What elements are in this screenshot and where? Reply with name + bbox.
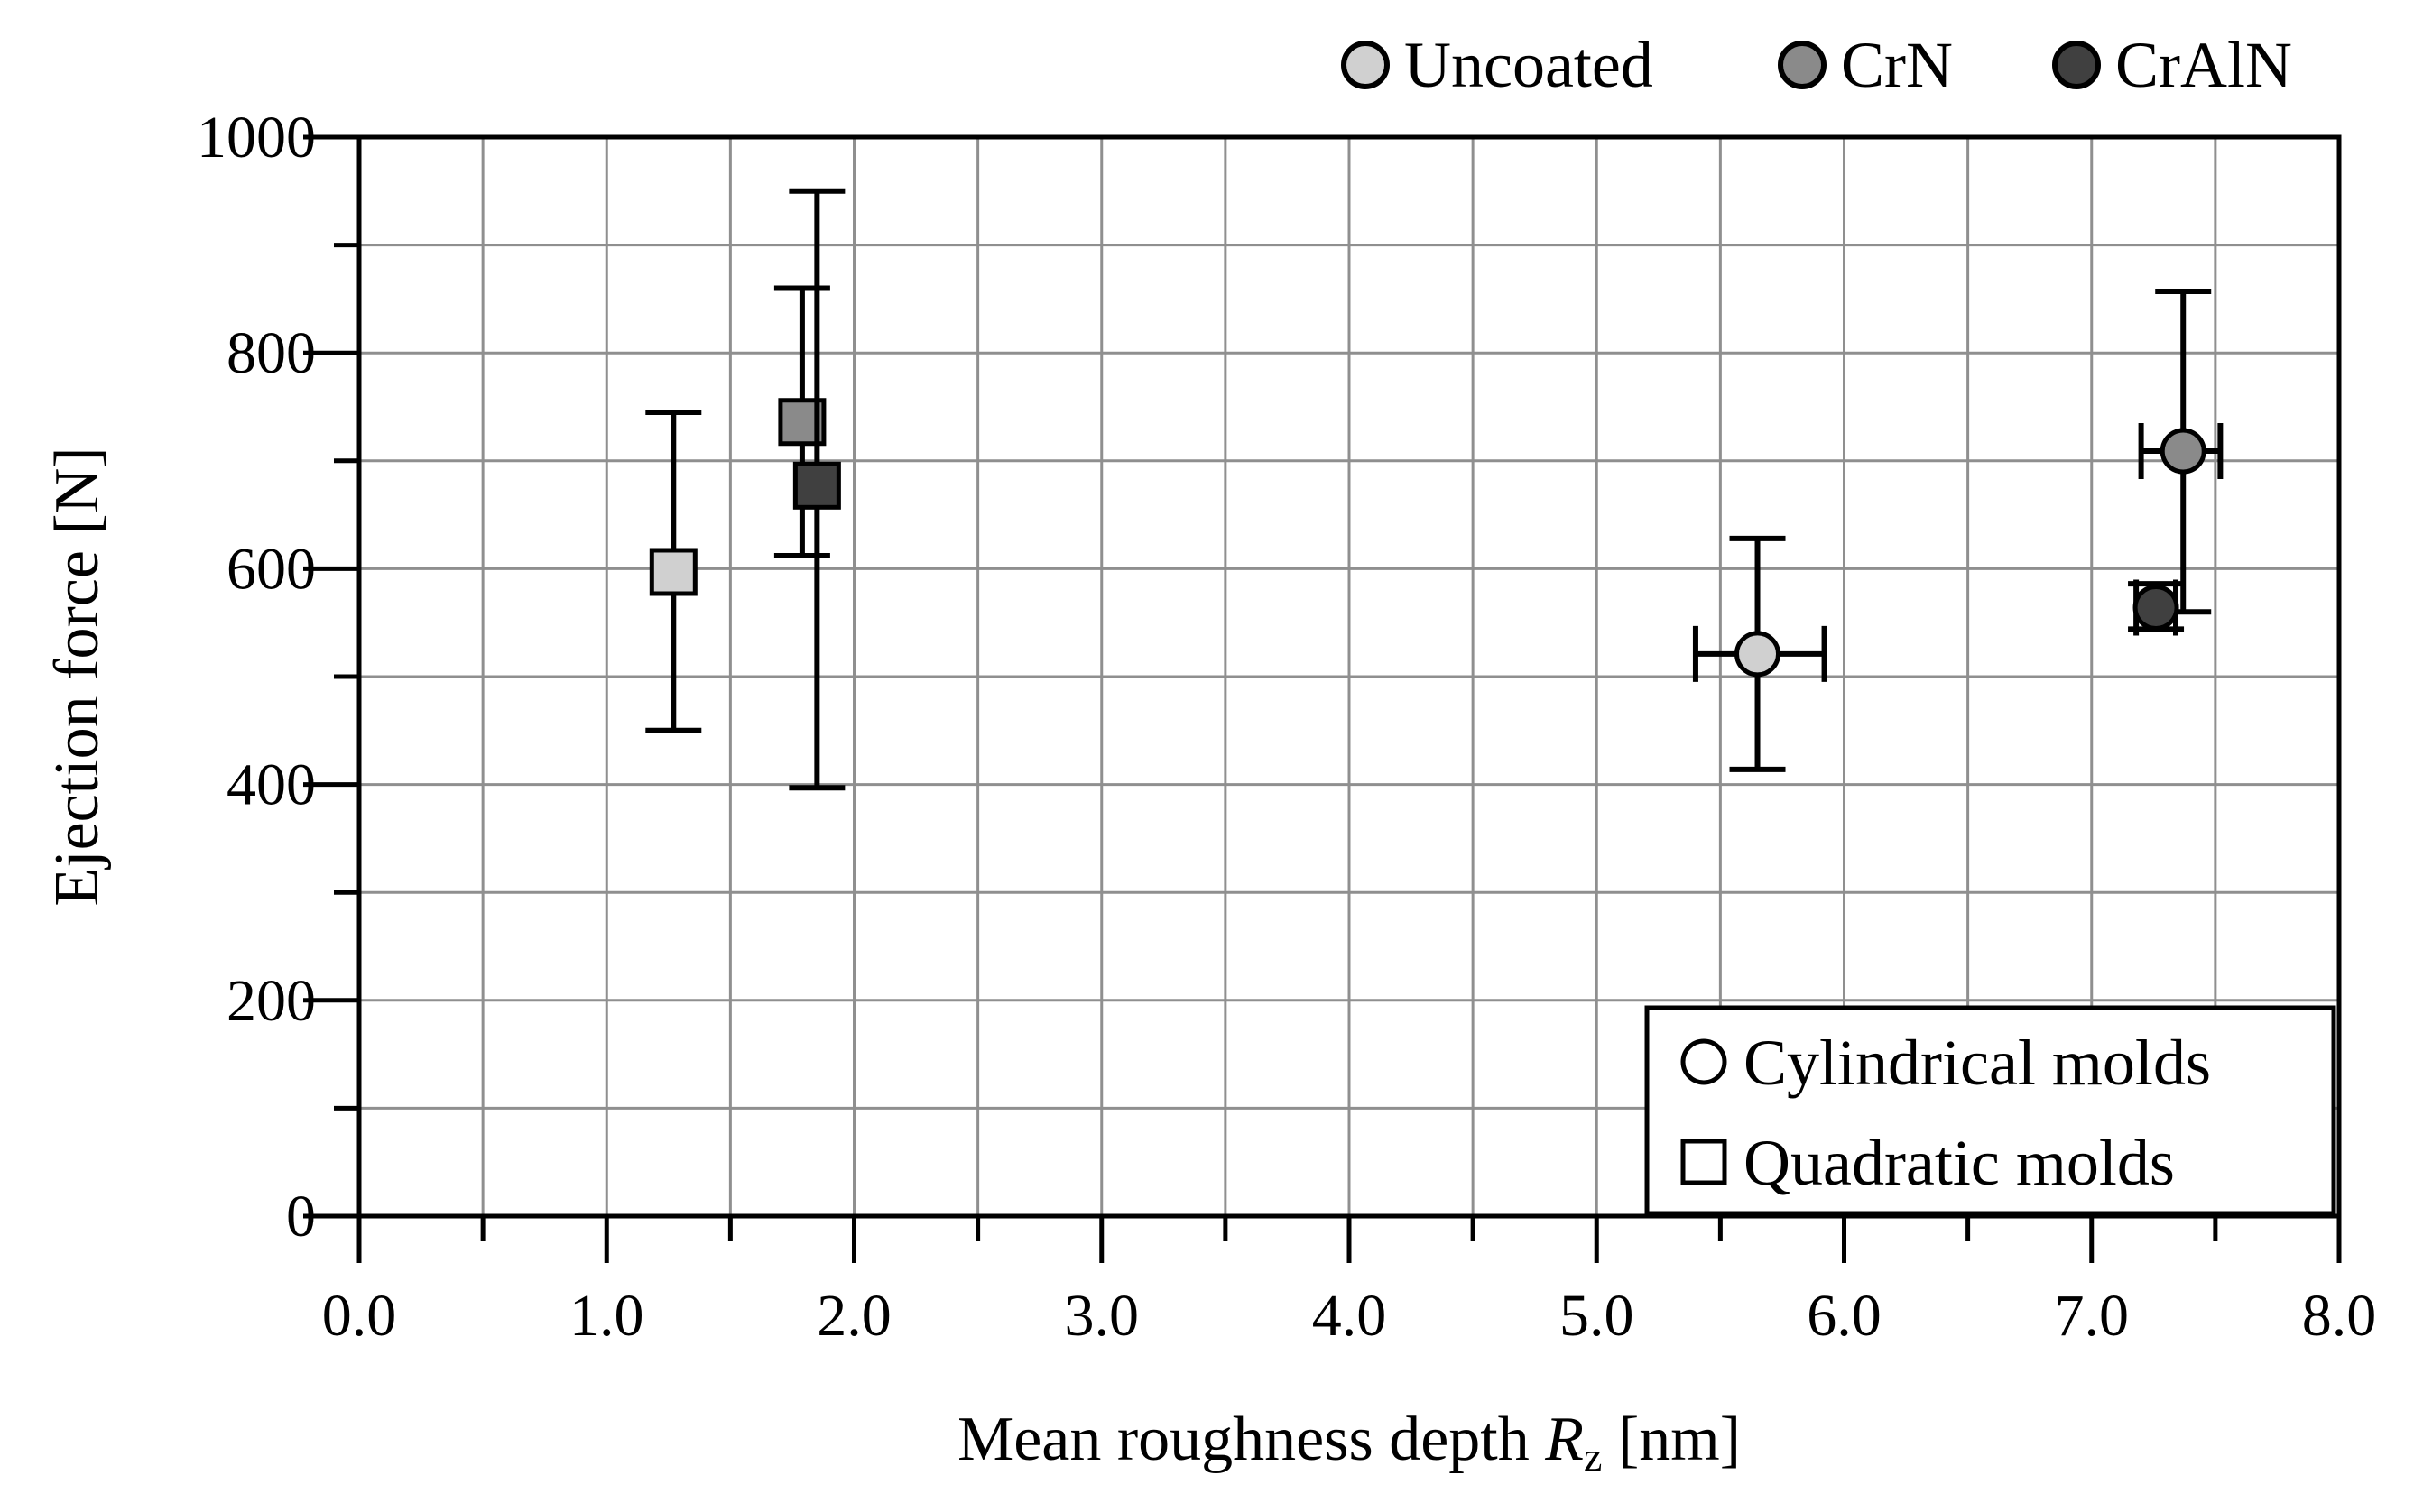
x-tick-label: 7.0 xyxy=(2055,1283,2130,1349)
legend-label-square: Quadratic molds xyxy=(1743,1127,2175,1199)
x-tick-label: 1.0 xyxy=(569,1283,644,1349)
x-tick-label: 0.0 xyxy=(322,1283,397,1349)
legend-item-crn: CrN xyxy=(1778,29,1953,101)
x-tick-label: 4.0 xyxy=(1312,1283,1387,1349)
legend-marker-craln xyxy=(2052,41,2101,89)
data-series xyxy=(645,188,2224,791)
legend-item-circle: Cylindrical molds xyxy=(1680,1027,2211,1099)
y-tick-label: 0 xyxy=(286,1184,316,1249)
x-tick-label: 5.0 xyxy=(1559,1283,1634,1349)
legend-shapes: Cylindrical molds Quadratic molds xyxy=(1644,1005,2336,1216)
tick-labels: 0.0 1.0 2.0 3.0 4.0 5.0 6.0 7.0 8.0 0 200 400 600 800… xyxy=(197,105,2376,1349)
legend-item-uncoated: Uncoated xyxy=(1341,29,1653,101)
y-tick-label: 1000 xyxy=(197,105,316,171)
legend-label-circle: Cylindrical molds xyxy=(1743,1027,2211,1099)
legend-marker-square xyxy=(1680,1139,1727,1185)
x-tick-label: 6.0 xyxy=(1807,1283,1882,1349)
y-tick-label: 400 xyxy=(227,752,316,818)
data-point-group xyxy=(2128,579,2185,636)
legend-marker-uncoated xyxy=(1341,41,1390,89)
y-tick-label: 200 xyxy=(227,968,316,1034)
y-tick-label: 800 xyxy=(227,320,316,386)
data-point-craln-circle xyxy=(2132,584,2179,631)
data-point-craln-square xyxy=(792,461,841,510)
x-tick-label: 2.0 xyxy=(817,1283,892,1349)
x-axis-title: Mean roughness depth Rz [nm] xyxy=(957,1405,1741,1480)
data-point-group xyxy=(789,188,846,791)
legend-item-craln: CrAlN xyxy=(2052,29,2292,101)
data-point-group xyxy=(645,409,702,733)
x-axis-title-subscript: z xyxy=(1584,1434,1602,1480)
y-axis-title: Ejection force [N] xyxy=(42,447,112,906)
x-tick-label: 3.0 xyxy=(1065,1283,1140,1349)
x-axis-title-symbol: R xyxy=(1544,1405,1584,1474)
y-tick-label: 600 xyxy=(227,536,316,602)
x-axis-title-unit: [nm] xyxy=(1602,1405,1741,1474)
data-point-group xyxy=(1692,535,1827,772)
data-point-uncoated-square xyxy=(649,548,698,596)
data-point-crn-circle xyxy=(2160,428,2206,475)
x-tick-label: 8.0 xyxy=(2302,1283,2377,1349)
legend-box xyxy=(1644,1005,2336,1216)
legend-label-crn: CrN xyxy=(1841,29,1953,101)
x-axis-title-prefix: Mean roughness depth xyxy=(957,1405,1545,1474)
axis-ticks xyxy=(303,134,2342,1263)
legend-label-craln: CrAlN xyxy=(2115,29,2292,101)
legend-materials: Uncoated CrN CrAlN xyxy=(1341,29,2292,101)
legend-marker-circle xyxy=(1680,1038,1727,1085)
data-point-uncoated-circle xyxy=(1734,631,1781,678)
legend-label-uncoated: Uncoated xyxy=(1404,29,1653,101)
legend-marker-crn xyxy=(1778,41,1827,89)
legend-item-square: Quadratic molds xyxy=(1680,1127,2175,1199)
